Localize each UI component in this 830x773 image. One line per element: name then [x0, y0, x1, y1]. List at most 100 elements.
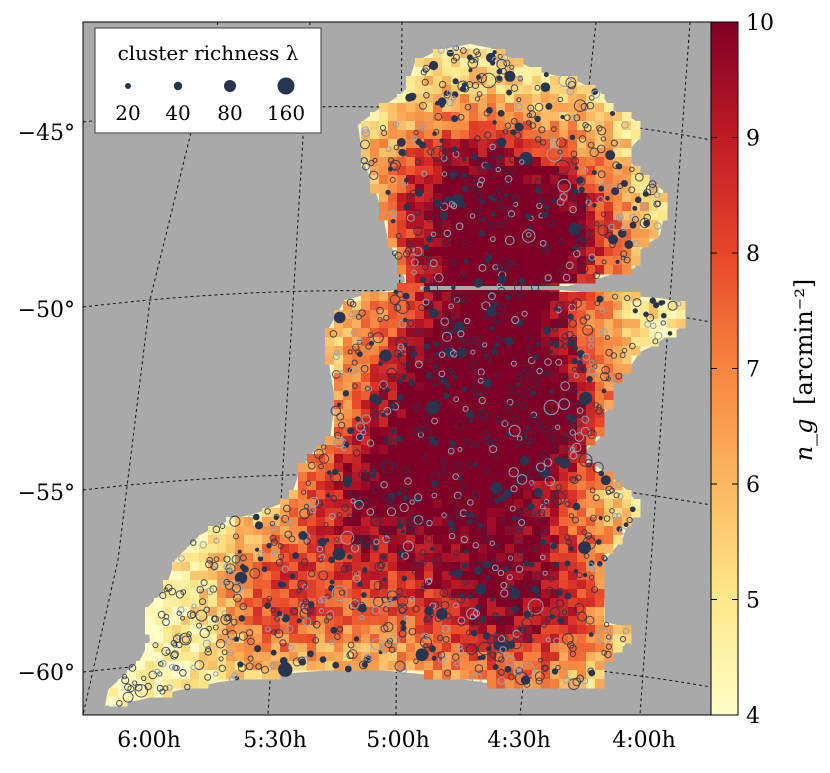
- density-cell: [550, 598, 560, 608]
- cluster-marker: [419, 549, 427, 557]
- density-cell: [568, 670, 578, 680]
- cluster-marker: [179, 632, 192, 646]
- cluster-marker: [434, 199, 443, 208]
- density-cell: [577, 292, 587, 302]
- density-cell: [271, 508, 281, 518]
- density-cell: [208, 634, 218, 644]
- cluster-marker: [620, 180, 628, 187]
- cluster-marker: [353, 449, 361, 457]
- cluster-marker: [600, 136, 607, 142]
- density-cell: [424, 562, 434, 572]
- density-cell: [514, 454, 524, 464]
- density-cell: [568, 481, 578, 491]
- density-cell: [577, 454, 587, 464]
- cluster-marker: [601, 555, 608, 561]
- density-cell: [388, 634, 398, 644]
- density-cell: [316, 571, 326, 581]
- cluster-marker: [468, 68, 473, 73]
- density-cell: [316, 508, 326, 518]
- density-cell: [631, 328, 641, 338]
- density-cell: [550, 661, 560, 671]
- density-cell: [460, 544, 470, 554]
- cluster-marker: [605, 150, 616, 161]
- density-cell: [586, 166, 596, 176]
- cluster-marker: [600, 211, 607, 217]
- density-cell: [325, 580, 335, 590]
- density-cell: [595, 328, 605, 338]
- cluster-marker: [514, 283, 522, 292]
- cluster-marker: [448, 367, 454, 373]
- density-cell: [586, 103, 596, 113]
- density-cell: [658, 202, 668, 212]
- density-cell: [568, 319, 578, 329]
- density-cell: [379, 418, 389, 428]
- cluster-marker: [336, 412, 345, 421]
- cluster-marker: [565, 539, 572, 546]
- density-cell: [460, 49, 470, 59]
- density-cell: [523, 373, 533, 383]
- cluster-marker: [386, 507, 397, 517]
- cluster-marker: [307, 650, 314, 658]
- density-cell: [613, 148, 623, 158]
- cluster-marker: [472, 609, 480, 618]
- density-cell: [478, 112, 488, 122]
- density-cell: [433, 472, 443, 482]
- density-cell: [568, 436, 578, 446]
- density-cell: [343, 625, 353, 635]
- density-cell: [550, 292, 560, 302]
- density-cell: [415, 607, 425, 617]
- density-cell: [487, 103, 497, 113]
- density-cell: [604, 319, 614, 329]
- cluster-marker: [280, 582, 287, 588]
- cluster-marker: [476, 74, 482, 80]
- density-cell: [541, 481, 551, 491]
- density-cell: [523, 598, 533, 608]
- cluster-marker: [302, 617, 312, 627]
- density-cell: [397, 400, 407, 410]
- cluster-marker: [389, 500, 396, 507]
- density-cell: [388, 643, 398, 653]
- cluster-marker: [517, 626, 523, 631]
- cluster-marker: [350, 544, 360, 553]
- cluster-marker: [534, 102, 544, 112]
- cluster-marker: [334, 431, 342, 439]
- density-cell: [532, 328, 542, 338]
- cluster-marker: [455, 493, 462, 500]
- cluster-marker: [159, 660, 167, 668]
- density-cell: [397, 310, 407, 320]
- cluster-marker: [400, 625, 407, 632]
- cluster-marker: [528, 110, 537, 118]
- density-cell: [460, 67, 470, 77]
- cluster-marker: [286, 519, 293, 526]
- cluster-marker: [239, 554, 247, 562]
- density-cell: [433, 652, 443, 662]
- cluster-marker: [630, 506, 636, 513]
- density-cell: [514, 148, 524, 158]
- density-cell: [496, 238, 506, 248]
- density-cell: [523, 310, 533, 320]
- density-cell: [523, 364, 533, 374]
- density-cell: [496, 202, 506, 212]
- density-cell: [415, 94, 425, 104]
- cluster-marker: [549, 436, 556, 443]
- density-cell: [415, 256, 425, 266]
- density-cell: [550, 103, 560, 113]
- density-cell: [532, 616, 542, 626]
- density-cell: [505, 508, 515, 518]
- density-cell: [415, 220, 425, 230]
- cluster-marker: [473, 176, 481, 184]
- density-cell: [514, 256, 524, 266]
- density-cell: [199, 535, 209, 545]
- density-cell: [460, 526, 470, 536]
- density-cell: [451, 211, 461, 221]
- cluster-marker: [624, 295, 631, 302]
- cluster-marker: [233, 593, 242, 603]
- density-cell: [550, 94, 560, 104]
- cluster-marker: [482, 534, 491, 543]
- density-cell: [442, 175, 452, 185]
- density-cell: [577, 139, 587, 149]
- density-cell: [541, 562, 551, 572]
- density-cell: [604, 328, 614, 338]
- density-cell: [460, 328, 470, 338]
- density-cell: [559, 247, 569, 257]
